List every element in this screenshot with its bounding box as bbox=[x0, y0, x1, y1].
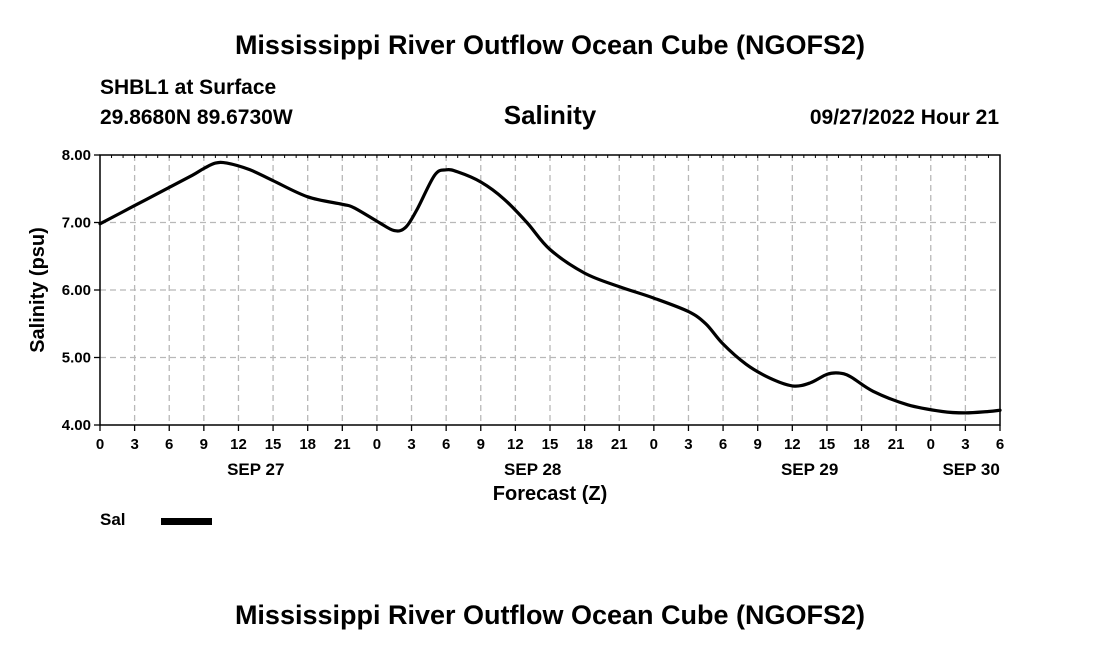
x-tick-label: 12 bbox=[507, 436, 524, 453]
x-tick-label: 12 bbox=[784, 436, 801, 453]
y-tick-label: 6.00 bbox=[62, 282, 91, 299]
x-tick-label: 21 bbox=[334, 436, 351, 453]
date-label: SEP 29 bbox=[781, 460, 838, 479]
grid-lines bbox=[100, 155, 1000, 425]
x-tick-label: 3 bbox=[684, 436, 692, 453]
x-tick-label: 3 bbox=[407, 436, 415, 453]
y-tick-label: 7.00 bbox=[62, 215, 91, 232]
y-tick-label: 4.00 bbox=[62, 417, 91, 434]
station-label: SHBL1 at Surface bbox=[100, 76, 277, 99]
x-tick-label: 12 bbox=[230, 436, 247, 453]
date-label: SEP 28 bbox=[504, 460, 561, 479]
legend-swatch bbox=[161, 518, 212, 525]
station-coordinates: 29.8680N 89.6730W bbox=[100, 106, 293, 129]
x-tick-label: 6 bbox=[996, 436, 1004, 453]
x-tick-label: 15 bbox=[542, 436, 559, 453]
chart-main-title: Mississippi River Outflow Ocean Cube (NG… bbox=[234, 30, 866, 60]
x-tick-label: 21 bbox=[611, 436, 628, 453]
x-tick-label: 0 bbox=[96, 436, 104, 453]
x-tick-label: 18 bbox=[299, 436, 316, 453]
salinity-series-line bbox=[98, 160, 1002, 415]
y-tick-label: 5.00 bbox=[62, 350, 91, 367]
x-axis-label: Forecast (Z) bbox=[493, 483, 607, 505]
date-label: SEP 27 bbox=[227, 460, 284, 479]
x-tick-label: 6 bbox=[442, 436, 450, 453]
x-tick-label: 9 bbox=[754, 436, 762, 453]
y-axis-label: Salinity (psu) bbox=[27, 227, 49, 353]
legend-label: Sal bbox=[100, 510, 126, 529]
x-tick-label: 21 bbox=[888, 436, 905, 453]
x-tick-label: 9 bbox=[200, 436, 208, 453]
x-axis-tick-labels: 0 3 6 9 12 15 18 21 0 3 6 9 12 15 18 21 0 3 6 9 12 15 18 21 0 3 6 bbox=[96, 436, 1004, 453]
date-label: SEP 30 bbox=[942, 460, 999, 479]
x-tick-label: 3 bbox=[961, 436, 969, 453]
x-tick-label: 0 bbox=[650, 436, 658, 453]
x-tick-label: 9 bbox=[477, 436, 485, 453]
variable-title: Salinity bbox=[503, 100, 597, 130]
x-tick-label: 15 bbox=[819, 436, 836, 453]
axis-ticks bbox=[94, 154, 1001, 431]
x-tick-label: 18 bbox=[576, 436, 593, 453]
forecast-datetime: 09/27/2022 Hour 21 bbox=[809, 106, 999, 129]
y-tick-label: 8.00 bbox=[62, 147, 91, 164]
x-tick-label: 0 bbox=[373, 436, 381, 453]
footer-title: Mississippi River Outflow Ocean Cube (NG… bbox=[234, 600, 866, 630]
x-axis-date-labels: SEP 27 SEP 28 SEP 29 SEP 30 bbox=[227, 460, 1000, 479]
chart-legend: Sal bbox=[100, 510, 212, 530]
x-tick-label: 6 bbox=[165, 436, 173, 453]
x-tick-label: 0 bbox=[927, 436, 935, 453]
y-axis-tick-labels: 4.00 5.00 6.00 7.00 8.00 bbox=[62, 147, 91, 434]
x-tick-label: 15 bbox=[265, 436, 282, 453]
x-tick-label: 6 bbox=[719, 436, 727, 453]
x-tick-label: 18 bbox=[853, 436, 870, 453]
x-tick-label: 3 bbox=[130, 436, 138, 453]
